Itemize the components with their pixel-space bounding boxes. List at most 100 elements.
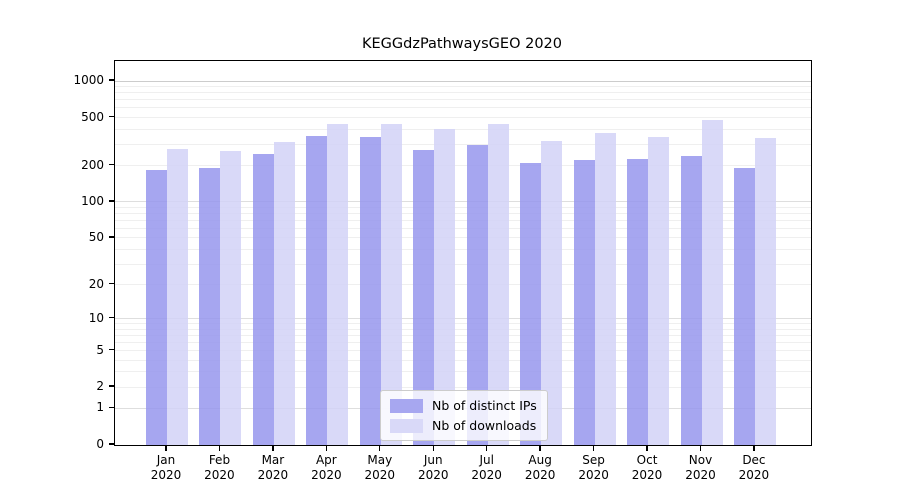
gridline xyxy=(115,86,811,88)
x-tick-label: Jul 2020 xyxy=(471,453,502,482)
bar-downloads xyxy=(220,150,242,445)
gridline xyxy=(115,334,811,336)
y-tick-mark xyxy=(109,282,114,285)
gridline xyxy=(115,213,811,214)
bar-downloads xyxy=(754,138,776,445)
gridline xyxy=(115,219,811,221)
bar-distinct-ips xyxy=(146,169,167,445)
legend-swatch-distinct-ips xyxy=(390,398,423,413)
bar-downloads xyxy=(541,141,563,445)
gridline xyxy=(115,99,811,101)
x-tick-label: Jun 2020 xyxy=(417,453,449,482)
x-tick-label: Nov 2020 xyxy=(685,453,716,482)
bar-distinct-ips xyxy=(573,159,595,445)
bar-downloads xyxy=(487,124,509,445)
x-tick-label: Mar 2020 xyxy=(257,453,289,482)
bar-distinct-ips xyxy=(252,154,274,445)
legend-item-downloads: Nb of downloads xyxy=(390,418,537,433)
bar-downloads xyxy=(594,133,616,445)
gridline xyxy=(115,318,811,320)
y-tick-label: 1000 xyxy=(73,73,104,88)
gridline xyxy=(115,263,811,265)
bar-downloads xyxy=(327,124,349,445)
bar-downloads xyxy=(434,128,456,445)
bar-distinct-ips xyxy=(520,163,542,445)
y-tick-mark xyxy=(109,200,114,202)
x-tick-mark xyxy=(753,445,755,451)
x-tick-mark xyxy=(165,445,167,451)
x-tick-label: Oct 2020 xyxy=(631,453,663,482)
y-tick-label: 5 xyxy=(96,342,104,357)
chart-title: KEGGdzPathwaysGEO 2020 xyxy=(361,36,562,52)
legend-label-downloads: Nb of downloads xyxy=(432,418,537,433)
x-tick-mark xyxy=(272,445,274,451)
y-tick-mark xyxy=(109,79,114,81)
y-tick-mark xyxy=(109,385,114,387)
y-tick-label: 20 xyxy=(88,276,104,291)
plot-area: Nb of distinct IPs Nb of downloads xyxy=(114,60,812,446)
x-tick-label: Feb 2020 xyxy=(204,453,235,482)
legend-label-distinct-ips: Nb of distinct IPs xyxy=(432,398,537,413)
x-tick-label: Jan 2020 xyxy=(150,453,182,482)
gridline xyxy=(115,371,811,373)
bar-downloads xyxy=(167,148,188,445)
x-tick-mark xyxy=(699,445,702,451)
x-tick-mark xyxy=(539,445,541,451)
y-tick-label: 50 xyxy=(88,229,104,244)
x-tick-mark xyxy=(218,445,221,451)
gridline xyxy=(115,323,811,325)
gridline xyxy=(115,248,811,250)
gridline xyxy=(115,128,811,130)
legend: Nb of distinct IPs Nb of downloads xyxy=(380,390,548,441)
y-tick-label: 10 xyxy=(88,310,104,325)
y-tick-label: 200 xyxy=(81,157,104,172)
gridline xyxy=(115,227,811,229)
legend-swatch-downloads xyxy=(390,418,423,433)
gridline xyxy=(115,80,811,82)
x-tick-mark xyxy=(592,445,595,451)
x-tick-label: Aug 2020 xyxy=(524,453,556,482)
bar-distinct-ips xyxy=(199,168,221,445)
y-tick-label: 500 xyxy=(81,109,104,124)
y-tick-label: 1 xyxy=(96,400,104,415)
bar-downloads xyxy=(701,119,723,445)
y-tick-mark xyxy=(109,236,114,238)
bar-distinct-ips xyxy=(306,135,328,445)
bar-downloads xyxy=(648,137,670,445)
y-tick-mark xyxy=(109,115,114,118)
gridline xyxy=(115,341,811,343)
gridline xyxy=(115,143,811,145)
bar-downloads xyxy=(380,123,402,445)
bar-distinct-ips xyxy=(627,158,649,445)
y-tick-mark xyxy=(109,163,114,166)
gridline xyxy=(115,359,811,361)
x-tick-mark xyxy=(379,445,381,451)
y-tick-mark xyxy=(109,316,114,319)
gridline xyxy=(115,165,811,167)
x-tick-mark xyxy=(325,445,328,451)
gridline xyxy=(115,117,811,118)
y-tick-mark xyxy=(109,348,114,351)
gridline xyxy=(115,237,811,239)
gridline xyxy=(115,284,811,286)
x-tick-mark xyxy=(432,445,434,451)
legend-item-distinct-ips: Nb of distinct IPs xyxy=(390,398,537,413)
y-tick-label: 0 xyxy=(96,437,104,451)
gridline xyxy=(115,328,811,330)
gridline xyxy=(115,206,811,208)
y-tick-mark xyxy=(109,443,114,445)
x-tick-mark xyxy=(646,445,648,451)
bar-distinct-ips xyxy=(733,168,755,445)
bar-distinct-ips xyxy=(359,137,381,445)
gridline xyxy=(115,92,811,94)
bar-distinct-ips xyxy=(466,145,488,445)
gridline xyxy=(115,386,811,388)
bar-distinct-ips xyxy=(680,156,702,445)
gridline xyxy=(115,201,811,203)
x-tick-mark xyxy=(486,445,488,451)
gridline xyxy=(115,350,811,352)
x-tick-label: May 2020 xyxy=(364,453,396,482)
bar-distinct-ips xyxy=(413,149,435,445)
y-tick-mark xyxy=(109,406,114,409)
